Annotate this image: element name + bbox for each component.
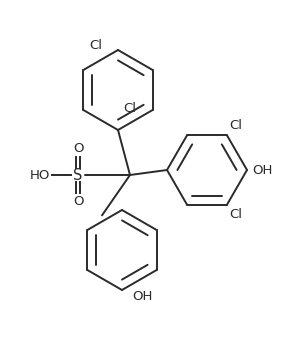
Text: OH: OH	[252, 163, 272, 176]
Text: O: O	[73, 195, 83, 208]
Text: HO: HO	[30, 168, 50, 181]
Text: Cl: Cl	[229, 208, 242, 221]
Text: OH: OH	[132, 290, 152, 303]
Text: O: O	[73, 142, 83, 155]
Text: Cl: Cl	[229, 120, 242, 132]
Text: S: S	[73, 167, 83, 183]
Text: Cl: Cl	[90, 39, 102, 52]
Text: Cl: Cl	[124, 102, 137, 114]
